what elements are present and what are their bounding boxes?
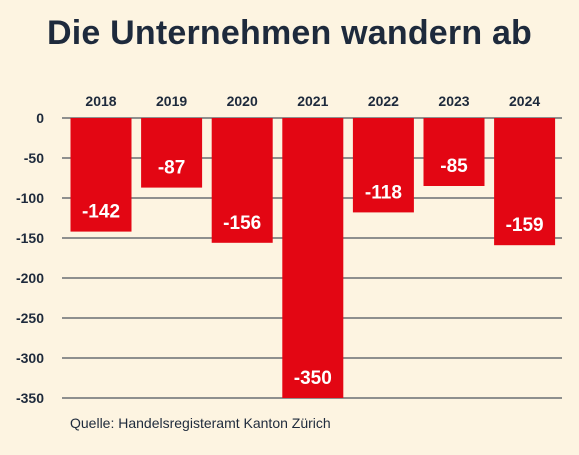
bar-2022 <box>352 118 414 213</box>
y-tick-label: -200 <box>16 270 44 286</box>
y-tick-label: -250 <box>16 310 44 326</box>
y-tick-labels: 0 -50 -100 -150 -200 -250 -300 -350 <box>16 110 44 406</box>
category-labels: 2018 2019 2020 2021 2022 2023 2024 <box>85 93 540 109</box>
data-label: -87 <box>158 158 185 179</box>
category-label: 2024 <box>509 93 540 109</box>
bar-2020 <box>211 118 273 243</box>
bars <box>70 118 556 398</box>
data-labels: -142 -87 -156 -350 -118 -85 -159 <box>82 156 544 389</box>
data-label: -142 <box>82 202 120 223</box>
category-label: 2019 <box>156 93 187 109</box>
bar-2024 <box>494 118 556 246</box>
chart-title: Die Unternehmen wandern ab <box>46 14 533 52</box>
y-tick-label: -300 <box>16 350 44 366</box>
y-tick-label: -350 <box>16 390 44 406</box>
category-label: 2023 <box>438 93 469 109</box>
data-label: -159 <box>506 215 544 236</box>
source-note: Quelle: Handelsregisteramt Kanton Zürich <box>70 415 331 431</box>
bar-2021 <box>282 118 344 398</box>
bar-2018 <box>70 118 132 232</box>
category-label: 2020 <box>227 93 258 109</box>
y-tick-label: -50 <box>24 150 44 166</box>
data-label: -156 <box>223 213 261 234</box>
category-label: 2022 <box>368 93 399 109</box>
bar-2019 <box>141 118 203 188</box>
data-label: -350 <box>294 368 332 389</box>
bar-2023 <box>423 118 485 186</box>
y-tick-label: -150 <box>16 230 44 246</box>
y-tick-label: 0 <box>36 110 44 126</box>
data-label: -118 <box>365 182 402 203</box>
y-tick-label: -100 <box>16 190 44 206</box>
data-label: -85 <box>440 156 468 177</box>
category-label: 2021 <box>297 93 328 109</box>
category-label: 2018 <box>85 93 116 109</box>
